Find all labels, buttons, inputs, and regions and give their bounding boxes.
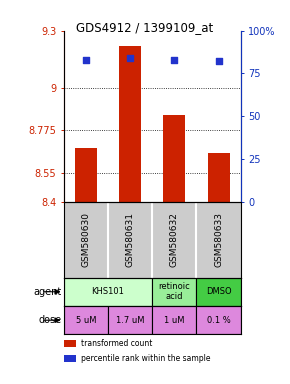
Text: 1 uM: 1 uM [164, 316, 185, 325]
Point [84, 57, 88, 63]
Bar [119, 46, 141, 202]
Text: percentile rank within the sample: percentile rank within the sample [81, 354, 211, 363]
Bar [208, 153, 230, 202]
Text: GSM580631: GSM580631 [126, 212, 135, 267]
Bar [64, 306, 108, 334]
Bar [108, 306, 152, 334]
Text: GSM580632: GSM580632 [170, 212, 179, 267]
Text: DMSO: DMSO [206, 287, 231, 296]
Bar [152, 278, 197, 306]
Text: transformed count: transformed count [81, 339, 153, 348]
Text: dose: dose [39, 315, 62, 325]
Text: GSM580633: GSM580633 [214, 212, 223, 267]
Point [216, 58, 221, 65]
Bar [64, 340, 76, 348]
Bar [152, 306, 197, 334]
Text: GSM580630: GSM580630 [81, 212, 90, 267]
Bar [64, 355, 76, 362]
Point [172, 57, 177, 63]
Text: retinoic
acid: retinoic acid [159, 282, 190, 301]
Text: 1.7 uM: 1.7 uM [116, 316, 144, 325]
Text: 0.1 %: 0.1 % [207, 316, 231, 325]
Text: 5 uM: 5 uM [76, 316, 96, 325]
Point [128, 55, 133, 61]
Text: KHS101: KHS101 [92, 287, 124, 296]
Bar [163, 115, 185, 202]
Bar [196, 278, 241, 306]
Bar [64, 278, 152, 306]
Bar [196, 306, 241, 334]
Text: GDS4912 / 1399109_at: GDS4912 / 1399109_at [76, 21, 214, 34]
Text: agent: agent [34, 287, 62, 297]
Bar [75, 149, 97, 202]
